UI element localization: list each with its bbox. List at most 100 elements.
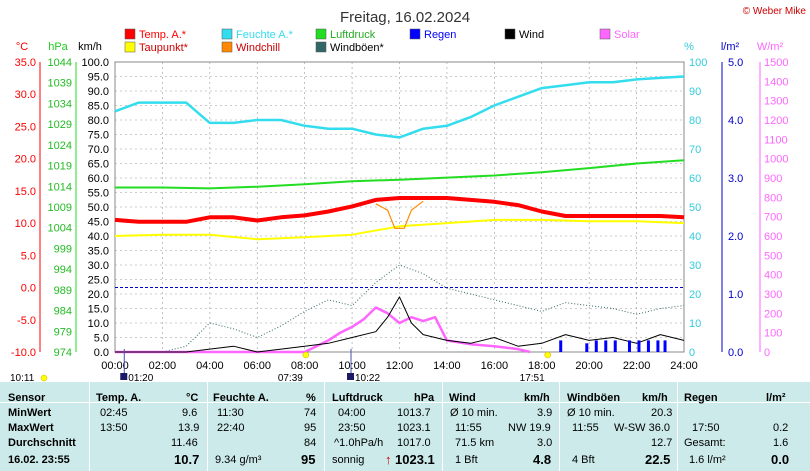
time-tick-label: 14:00 — [433, 360, 461, 372]
hpa-tick-label: 1029 — [48, 119, 72, 131]
sun-icon — [302, 351, 310, 359]
sunrise-label: 07:39 — [278, 373, 303, 382]
pct-tick-label: 20 — [689, 289, 701, 301]
hpa-tick-label: 1009 — [48, 202, 72, 214]
min-temp: 9.6 — [182, 407, 198, 419]
gust-series-line — [115, 264, 685, 353]
hpa-unit-label: hPa — [48, 41, 68, 53]
solar-tick-label: 400 — [764, 270, 782, 282]
time-axis: 00:00 02:00 04:00 06:00 08:00 10:00 12:00 14:00… — [101, 360, 698, 372]
pct-tick-label: 40 — [689, 231, 701, 243]
legend-swatch — [599, 28, 611, 40]
kmh-tick-label: 50.0 — [88, 202, 109, 214]
time-tick-label: 00:00 — [101, 360, 129, 372]
legend-swatch — [124, 41, 136, 53]
min-press-time: 04:00 — [338, 407, 366, 419]
moonset-label: 10:22 — [355, 373, 380, 382]
kmh-tick-label: 5.0 — [94, 333, 109, 345]
max-temp-time: 13:50 — [100, 422, 128, 434]
max-hum: 95 — [304, 422, 317, 434]
row-label-min: MinWert — [8, 407, 52, 419]
time-tick-label: 18:00 — [528, 360, 556, 372]
temp-tick-label: 5.0 — [21, 250, 36, 262]
rain-bar — [613, 340, 617, 352]
max-press-time: 23:50 — [338, 422, 366, 434]
legend-swatch — [221, 28, 233, 40]
pct-tick-label: 0 — [689, 347, 695, 359]
kmh-tick-label: 0.0 — [94, 347, 109, 359]
rain-bar — [646, 340, 650, 352]
legend-label: Temp. A.* — [139, 29, 187, 41]
rain-bar — [585, 343, 589, 352]
solar-tick-label: 300 — [764, 289, 782, 301]
header-rain-unit: l/m² — [766, 392, 786, 404]
hpa-tick-label: 999 — [54, 243, 72, 255]
rain-tick-label: 3.0 — [728, 173, 743, 185]
copyright-label: © Weber Mike — [743, 6, 807, 17]
kmh-tick-label: 40.0 — [88, 231, 109, 243]
time-tick-label: 12:00 — [386, 360, 414, 372]
col-divider — [559, 382, 560, 471]
kmh-tick-label: 55.0 — [88, 188, 109, 200]
hpa-tick-label: 1004 — [48, 223, 72, 235]
pct-tick-label: 80 — [689, 115, 701, 127]
min-temp-time: 02:45 — [100, 407, 128, 419]
current-temp: 10.7 — [174, 452, 200, 467]
humidity-series-line — [114, 75, 685, 139]
avg-press: 1017.0 — [397, 437, 431, 449]
legend-label: Wind — [519, 29, 544, 41]
current-rain: 0.0 — [771, 452, 790, 467]
avg-wind-km: 71.5 km — [455, 437, 495, 449]
min-gust-label: Ø 10 min. — [567, 407, 615, 419]
pct-tick-label: 70 — [689, 144, 701, 156]
max-rain: 0.2 — [773, 422, 789, 434]
kmh-tick-label: 20.0 — [88, 289, 109, 301]
kmh-tick-label: 15.0 — [88, 304, 109, 316]
kmh-tick-label: 100.0 — [81, 57, 109, 69]
pct-tick-label: 100 — [689, 57, 707, 69]
rain-tick-label: 2.0 — [728, 231, 743, 243]
rain-bar — [627, 340, 631, 352]
row-label-avg: Durchschnitt — [8, 437, 76, 449]
solar-series-line — [115, 306, 531, 354]
header-rain: Regen — [684, 392, 718, 404]
min-gust: 20.3 — [651, 407, 673, 419]
min-hum: 74 — [304, 407, 317, 419]
sun-icon — [544, 351, 551, 359]
header-wind: Wind — [449, 392, 476, 404]
legend-swatch — [221, 41, 233, 53]
hpa-tick-label: 1024 — [48, 140, 72, 152]
time-tick-label: 22:00 — [623, 360, 651, 372]
avg-wind: 3.0 — [537, 437, 553, 449]
temp-tick-label: -5.0 — [17, 315, 36, 327]
kmh-tick-label: 10.0 — [88, 318, 109, 330]
weather-chart: Freitag, 16.02.2024 © Weber Mike Temp. A… — [10, 6, 807, 382]
pct-unit-label: % — [684, 41, 694, 53]
rain-bar — [559, 340, 563, 352]
time-tick-label: 24:00 — [670, 360, 698, 372]
max-gust-dir: W-SW 36.0 — [614, 422, 671, 434]
col-divider — [89, 382, 90, 471]
dewpoint-series-line — [114, 218, 685, 241]
temp-tick-label: 30.0 — [15, 89, 36, 101]
rain-tick-label: 5.0 — [728, 57, 743, 69]
legend-label: Feuchte A.* — [236, 29, 294, 41]
kmh-tick-label: 65.0 — [88, 159, 109, 171]
header-gust-unit: km/h — [642, 392, 668, 404]
header-press-unit: hPa — [414, 392, 435, 404]
current-weather: sonnig — [332, 454, 365, 466]
current-press: 1023.1 — [395, 452, 435, 467]
time-tick-label: 04:00 — [196, 360, 224, 372]
header-press: Luftdruck — [332, 392, 383, 404]
solar-tick-label: 500 — [764, 250, 782, 262]
wind-series-line — [115, 296, 685, 353]
solar-tick-label: 0 — [764, 347, 770, 359]
header-hum: Feuchte A. — [213, 392, 269, 404]
time-tick-label: 20:00 — [575, 360, 603, 372]
header-temp: Temp. A. — [96, 392, 142, 404]
kmh-tick-label: 30.0 — [88, 260, 109, 272]
hpa-tick-label: 994 — [54, 264, 72, 276]
time-tick-label: 16:00 — [481, 360, 509, 372]
current-gust-bft: 4 Bft — [572, 454, 595, 466]
hpa-tick-label: 974 — [54, 347, 72, 359]
